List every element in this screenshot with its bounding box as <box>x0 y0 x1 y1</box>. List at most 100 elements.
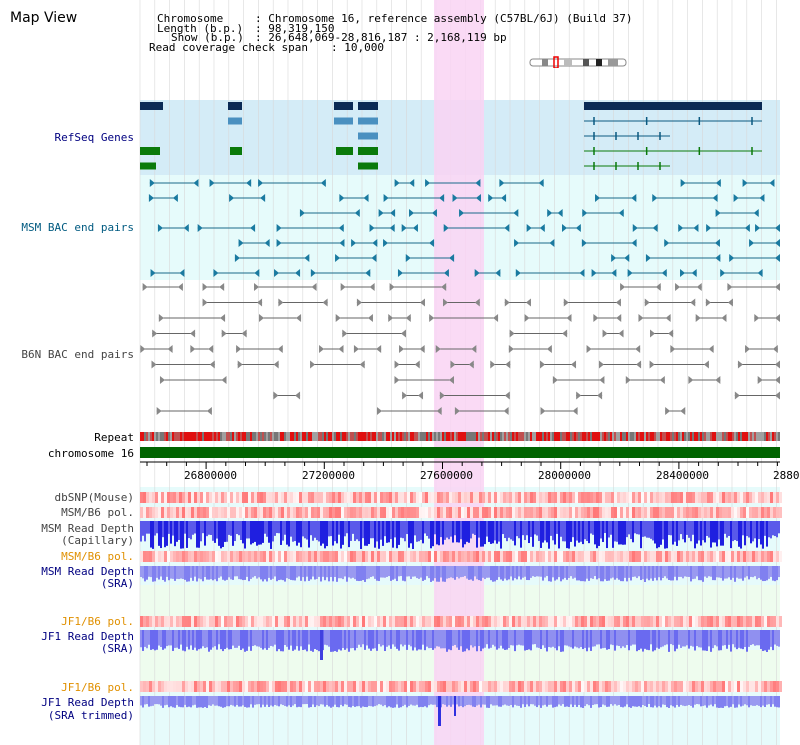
read-depth-bar <box>498 630 500 649</box>
polymorphism-cell <box>407 507 410 518</box>
polymorphism-cell <box>179 492 182 503</box>
chromosome-ideogram[interactable] <box>528 53 628 69</box>
polymorphism-cell <box>452 616 455 627</box>
polymorphism-cell <box>416 492 419 503</box>
read-depth-bar <box>368 566 370 579</box>
polymorphism-cell <box>227 616 230 627</box>
read-depth-bar <box>606 630 608 650</box>
read-depth-bar <box>670 521 672 536</box>
polymorphism-cell <box>587 551 590 562</box>
polymorphism-cell <box>758 616 761 627</box>
polymorphism-cell <box>746 616 749 627</box>
polymorphism-cell <box>407 616 410 627</box>
read-depth-bar <box>564 566 566 578</box>
read-depth-spike <box>438 696 441 726</box>
polymorphism-cell <box>224 492 227 503</box>
polymorphism-cell <box>659 681 662 692</box>
read-depth-bar <box>300 521 302 548</box>
repeat-segment <box>226 432 228 441</box>
polymorphism-cell <box>524 492 527 503</box>
polymorphism-cell <box>221 616 224 627</box>
read-depth-bar <box>616 696 618 706</box>
polymorphism-cell <box>335 681 338 692</box>
polymorphism-cell <box>416 616 419 627</box>
read-depth-bar <box>222 630 224 652</box>
repeat-segment <box>548 432 550 441</box>
read-depth-bar <box>570 521 572 542</box>
polymorphism-cell <box>608 681 611 692</box>
read-depth-bar <box>186 696 188 708</box>
polymorphism-cell <box>293 551 296 562</box>
polymorphism-cell <box>308 551 311 562</box>
polymorphism-cell <box>230 492 233 503</box>
polymorphism-cell <box>305 551 308 562</box>
read-depth-bar <box>250 630 252 651</box>
b6n-bac-end <box>576 391 582 400</box>
read-depth-bar <box>428 566 430 579</box>
read-depth-bar <box>430 566 432 582</box>
read-depth-bar <box>318 566 320 577</box>
polymorphism-cell <box>698 492 701 503</box>
read-depth-bar <box>276 696 278 706</box>
read-depth-bar <box>160 630 162 647</box>
polymorphism-cell <box>554 551 557 562</box>
read-depth-bar <box>492 566 494 582</box>
polymorphism-cell <box>167 616 170 627</box>
read-depth-bar <box>520 521 522 548</box>
read-depth-bar <box>216 696 218 706</box>
b6n-bac-end <box>257 298 263 307</box>
read-depth-bar <box>618 566 620 580</box>
read-depth-bar <box>598 521 600 546</box>
read-depth-bar <box>762 566 764 582</box>
repeat-segment <box>318 432 320 441</box>
gene-block <box>358 117 378 125</box>
repeat-segment <box>476 432 478 441</box>
read-depth-bar <box>418 521 420 542</box>
read-depth-bar <box>588 630 590 648</box>
b6n-bac-end <box>439 391 445 400</box>
b6n-bac-end <box>221 376 227 384</box>
read-depth-bar <box>524 696 526 708</box>
polymorphism-cell <box>425 681 428 692</box>
msm-bac-end <box>539 224 545 232</box>
repeat-segment <box>408 432 410 441</box>
b6n-bac-end <box>505 360 511 369</box>
read-depth-bar <box>446 696 448 707</box>
track-label-jf1-depth-sra-2: (SRA) <box>101 642 134 655</box>
polymorphism-cell <box>422 616 425 627</box>
polymorphism-cell <box>302 616 305 627</box>
polymorphism-cell <box>449 551 452 562</box>
read-depth-bar <box>678 521 680 541</box>
polymorphism-cell <box>191 551 194 562</box>
read-depth-bar <box>498 566 500 578</box>
repeat-segment <box>144 432 146 441</box>
read-depth-bar <box>580 696 582 708</box>
msm-bac-end <box>449 254 455 262</box>
read-depth-bar <box>736 696 738 708</box>
polymorphism-cell <box>260 681 263 692</box>
polymorphism-cell <box>518 507 521 518</box>
read-depth-bar <box>680 566 682 577</box>
read-depth-bar <box>690 521 692 542</box>
polymorphism-cell <box>677 616 680 627</box>
repeat-segment <box>162 432 164 441</box>
read-depth-bar <box>404 521 406 542</box>
b6n-bac-end <box>394 376 400 384</box>
read-depth-bar <box>414 696 416 706</box>
polymorphism-cell <box>194 681 197 692</box>
read-depth-bar <box>280 521 282 545</box>
read-depth-bar <box>454 521 456 536</box>
read-depth-bar <box>292 521 294 542</box>
polymorphism-cell <box>608 551 611 562</box>
polymorphism-cell <box>611 681 614 692</box>
polymorphism-cell <box>743 551 746 562</box>
b6n-bac-end <box>635 345 641 353</box>
msm-bac-end <box>769 179 775 187</box>
read-depth-bar <box>666 521 668 549</box>
read-depth-bar <box>380 566 382 578</box>
polymorphism-cell <box>152 492 155 503</box>
read-depth-bar <box>224 521 226 542</box>
polymorphism-cell <box>536 616 539 627</box>
polymorphism-cell <box>722 507 725 518</box>
read-depth-bar <box>208 696 210 706</box>
